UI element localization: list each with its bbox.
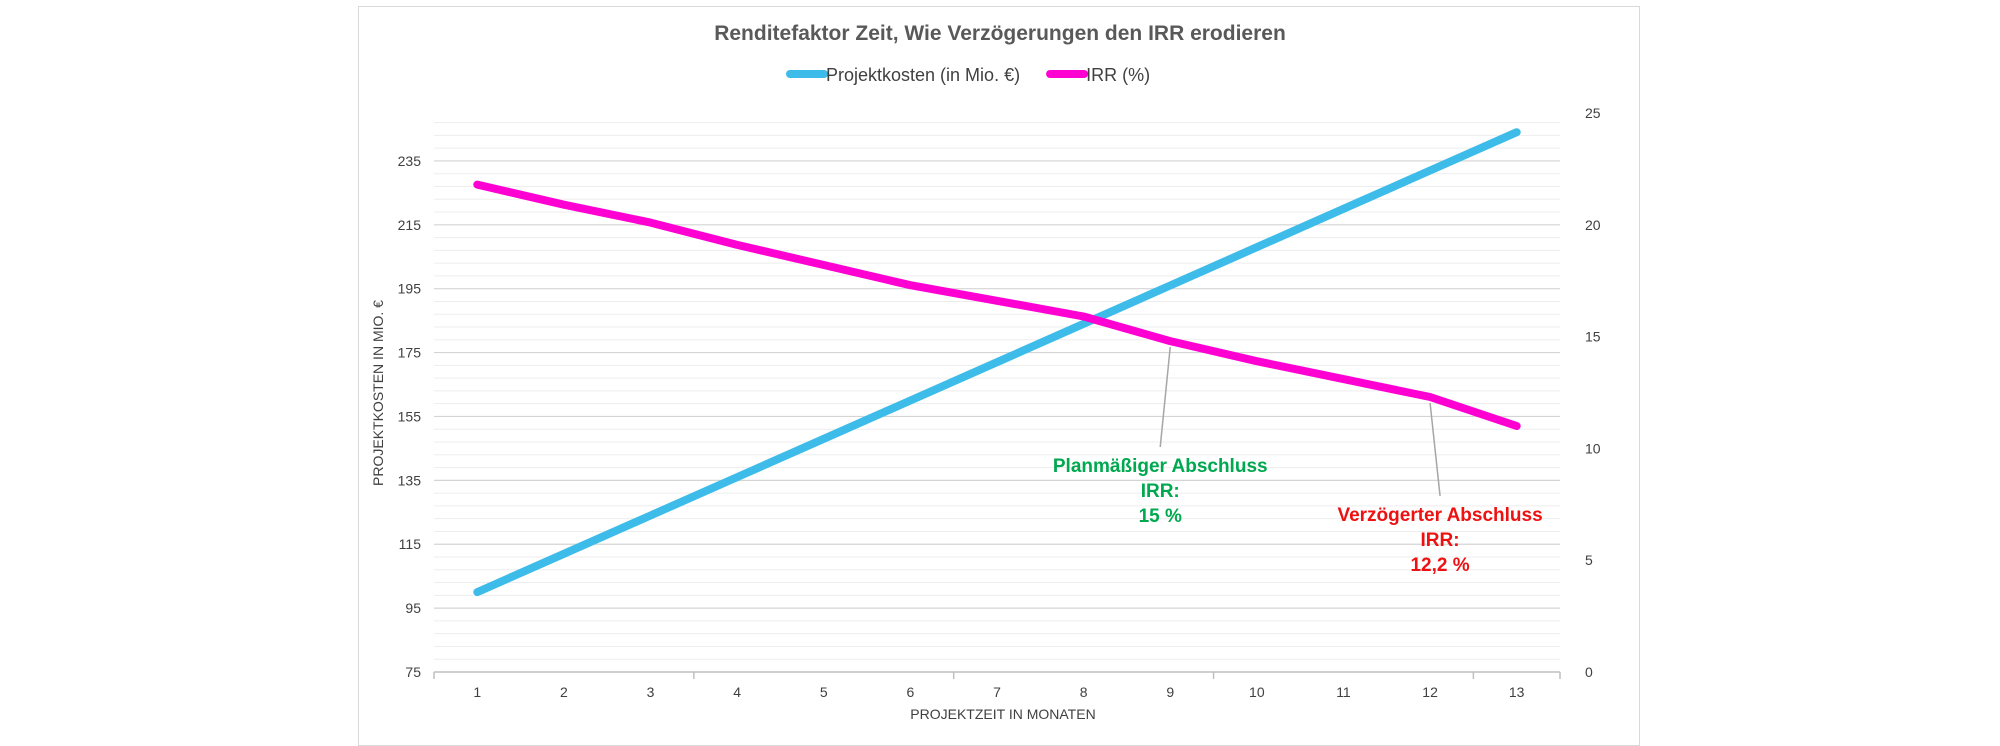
y-axis-tick-label: 235 — [398, 153, 422, 169]
y2-axis-tick-label: 25 — [1585, 105, 1601, 121]
x-axis-title: PROJEKTZEIT IN MONATEN — [910, 706, 1095, 722]
series-2-point — [475, 183, 479, 187]
series-2-point — [562, 203, 566, 207]
y2-axis-tick-label: 0 — [1585, 664, 1593, 680]
y-axis-tick-label: 175 — [398, 345, 422, 361]
series-2-point — [1082, 314, 1086, 318]
series-2-point — [1341, 377, 1345, 381]
x-axis-tick-label: 10 — [1249, 684, 1265, 700]
x-axis-tick-label: 8 — [1080, 684, 1088, 700]
x-axis-tick-label: 11 — [1336, 684, 1351, 700]
series-1-point — [649, 513, 653, 517]
y-axis-tick-label: 115 — [399, 536, 422, 552]
series-line-2 — [473, 180, 1521, 430]
series-2-point — [822, 263, 826, 267]
y2-axis-tick-label: 5 — [1585, 552, 1593, 568]
x-axis-tick-label: 2 — [560, 684, 568, 700]
series-1-point — [1515, 130, 1519, 134]
chart-frame — [358, 6, 1640, 746]
annotation-1-line-2: IRR: — [1141, 481, 1180, 502]
annotation-2-line-1: Verzögerter Abschluss — [1337, 505, 1542, 526]
x-axis-tick-label: 9 — [1166, 684, 1174, 700]
series-2-point — [735, 243, 739, 247]
legend-label-2: IRR (%) — [1086, 65, 1150, 85]
annotation-2-line-3: 12,2 % — [1410, 555, 1469, 576]
series-1-point — [735, 475, 739, 479]
series-1-point — [1341, 207, 1345, 211]
series-2-point — [995, 299, 999, 303]
y-axis-title: PROJEKTKOSTEN IN MIO. € — [370, 300, 386, 486]
series-2-point — [1428, 395, 1432, 399]
series-1-point — [908, 398, 912, 402]
series-2-point — [908, 283, 912, 287]
annotation-leader-2 — [1429, 402, 1441, 497]
series-1-point — [995, 360, 999, 364]
series-1-point — [1168, 283, 1172, 287]
x-axis-tick-label: 1 — [473, 684, 481, 700]
y-axis-tick-label: 95 — [405, 600, 421, 616]
series-2-point — [1168, 339, 1172, 343]
legend-label-1: Projektkosten (in Mio. €) — [826, 65, 1020, 85]
series-1-point — [1082, 322, 1086, 326]
annotation-leader-1 — [1159, 346, 1171, 448]
x-axis-tick-label: 13 — [1509, 684, 1525, 700]
series-1-point — [822, 437, 826, 441]
series-2-point — [1255, 359, 1259, 363]
series-line-1 — [473, 128, 1521, 597]
x-axis-tick-label: 7 — [993, 684, 1001, 700]
y2-axis-tick-label: 15 — [1585, 329, 1601, 345]
x-axis-tick-label: 4 — [733, 684, 741, 700]
y2-axis-tick-label: 20 — [1585, 217, 1601, 233]
x-axis-tick-label: 6 — [906, 684, 914, 700]
annotation-1-line-1: Planmäßiger Abschluss — [1053, 456, 1268, 477]
x-axis-tick-label: 5 — [820, 684, 828, 700]
series-1-point — [475, 590, 479, 594]
y-axis-tick-label: 135 — [398, 472, 422, 488]
chart-title: Renditefaktor Zeit, Wie Verzögerungen de… — [714, 22, 1286, 45]
series-1-point — [1255, 245, 1259, 249]
x-axis-tick-label: 3 — [647, 684, 655, 700]
x-axis-tick-label: 12 — [1422, 684, 1438, 700]
y-axis-tick-label: 75 — [405, 664, 421, 680]
annotation-1-line-3: 15 % — [1139, 506, 1182, 527]
y-axis-tick-label: 215 — [398, 217, 422, 233]
series-1-point — [562, 552, 566, 556]
y-axis-tick-label: 155 — [398, 408, 422, 424]
y-axis-tick-label: 195 — [398, 281, 422, 297]
series-1-point — [1428, 168, 1432, 172]
series-2-point — [1515, 424, 1519, 428]
y2-axis-tick-label: 10 — [1585, 440, 1601, 456]
series-2-point — [649, 221, 653, 225]
annotation-2-line-2: IRR: — [1421, 530, 1460, 551]
